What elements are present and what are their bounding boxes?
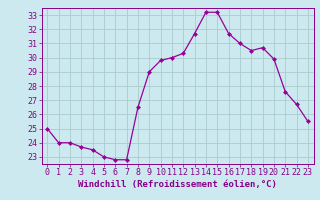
X-axis label: Windchill (Refroidissement éolien,°C): Windchill (Refroidissement éolien,°C) bbox=[78, 180, 277, 189]
